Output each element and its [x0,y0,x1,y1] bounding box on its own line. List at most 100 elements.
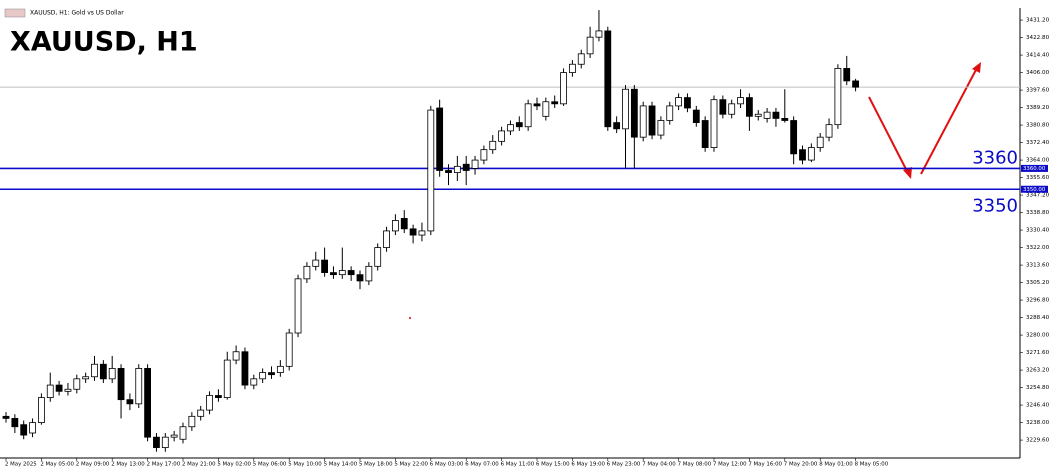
candle-body [99,363,107,380]
y-tick-label: 3422.80 [1026,35,1050,41]
level-label: 3360 [972,147,1018,168]
x-tick-label: 6 May 11:00 [501,462,535,468]
candle-body [719,99,727,115]
x-tick-label: 7 May 16:00 [748,462,782,468]
x-tick-label: 6 May 03:00 [430,462,464,468]
candle-body [365,265,373,282]
candle-body [303,265,311,280]
candle-body [117,368,125,401]
x-tick-label: 2 May 2025 [5,462,37,468]
candle-body [268,372,275,376]
candle-body [515,122,523,128]
candle-body [657,120,665,136]
candle-body [55,384,63,392]
y-tick-label: 3313.60 [1026,263,1050,269]
candle-body [533,103,541,107]
y-tick-label: 3372.40 [1026,140,1050,146]
candle-body [46,384,54,398]
candle-body [276,365,284,373]
candle-body [737,97,744,105]
level-label: 3350 [972,195,1018,216]
candle-body [586,36,594,55]
candle-body [675,97,682,107]
candle-body [126,399,134,405]
x-tick-label: 7 May 20:00 [784,462,818,468]
x-tick-label: 5 May 14:00 [324,462,358,468]
candle-body [436,107,444,171]
candle-body [560,72,567,105]
candle-body [188,415,196,428]
y-tick-label: 3338.80 [1026,210,1050,216]
y-tick-label: 3431.20 [1026,18,1050,24]
candle-body [214,395,222,398]
chart-header: XAUUSD, H1: Gold vs US Dollar [30,10,124,17]
candle-body [569,63,576,73]
y-tick-label: 3380.80 [1026,123,1050,129]
candle-body [170,434,178,438]
x-tick-label: 8 May 01:00 [819,462,853,468]
y-tick-label: 3254.80 [1026,385,1050,391]
candle-body [799,149,806,161]
candle-body [816,136,824,148]
candle-body [294,278,302,334]
x-tick-label: 2 May 13:00 [111,462,145,468]
candle-body [321,259,329,273]
candle-body [223,359,231,398]
candle-body [418,230,426,236]
candle-body [153,436,160,448]
chart-icon [4,8,26,18]
candle-body [338,270,346,276]
arrow-head [903,167,912,179]
candle-body [38,397,45,423]
candle-body [852,80,859,88]
chart-title: XAUUSD, H1 [10,27,198,58]
x-tick-label: 6 May 19:00 [571,462,605,468]
candle-body [135,368,143,405]
candle-body [666,105,674,121]
x-tick-label: 8 May 05:00 [855,462,889,468]
candle-body [595,30,603,38]
candle-body [701,120,709,148]
candle-body [577,53,585,65]
candle-body [179,426,187,440]
candle-body [613,122,621,130]
candle-body [754,113,762,117]
candle-body [312,259,320,267]
candle-body [710,99,718,148]
level-tag: 3350.00 [1023,187,1046,193]
y-tick-label: 3296.80 [1026,298,1050,304]
candle-body [20,424,28,436]
candle-body [285,332,293,367]
candle-body [2,415,10,419]
candle-body [400,218,408,230]
candle-body [648,105,656,136]
y-tick-label: 3397.60 [1026,88,1050,94]
candle-body [684,97,691,109]
y-tick-label: 3280.00 [1026,333,1050,339]
candle-body [82,376,90,380]
candle-body [197,409,205,417]
arrow-up [920,65,979,175]
y-tick-label: 3263.20 [1026,368,1050,374]
candle-body [29,422,36,434]
x-tick-label: 2 May 21:00 [182,462,216,468]
candle-body [524,103,532,128]
y-tick-label: 3414.40 [1026,53,1050,59]
x-tick-label: 2 May 09:00 [76,462,110,468]
y-tick-label: 3305.20 [1026,280,1050,286]
candle-body [480,149,488,161]
candle-body [64,388,72,392]
candle-body [108,368,116,380]
level-tag-box [1021,164,1048,172]
candle-body [161,436,169,448]
y-tick-label: 3246.40 [1026,403,1050,409]
candle-body [356,274,364,282]
candle-body [507,124,514,132]
x-tick-label: 7 May 04:00 [642,462,676,468]
candle-body [489,140,497,151]
candle-body [427,109,435,232]
candle-body [11,418,19,428]
level-tag: 3360.00 [1023,166,1046,172]
candle-body [391,220,399,232]
